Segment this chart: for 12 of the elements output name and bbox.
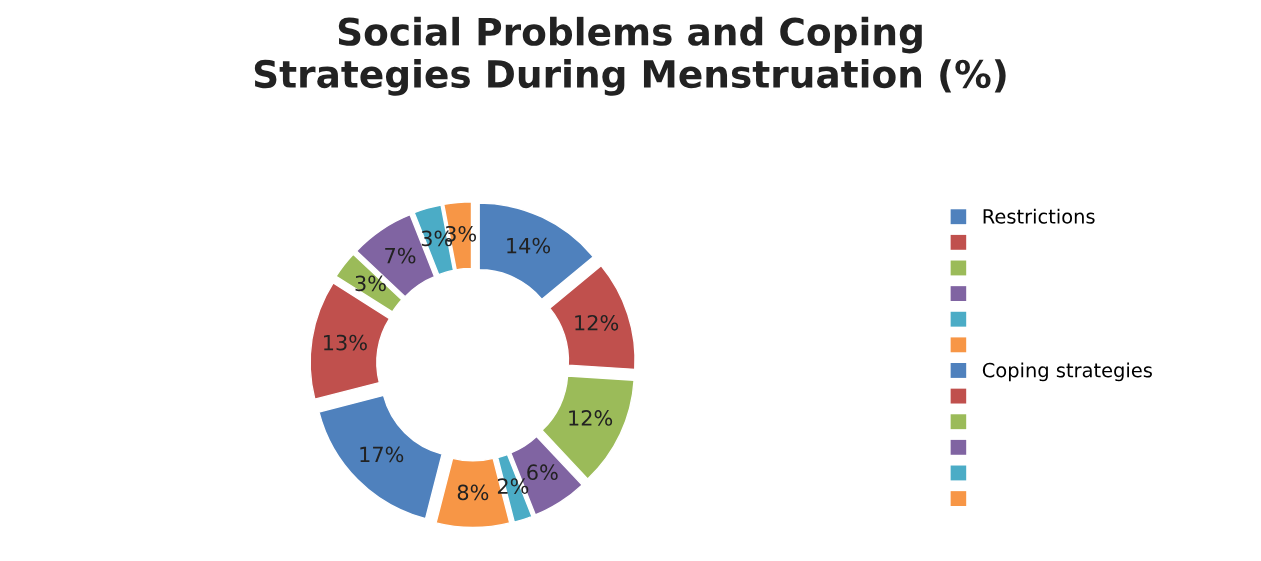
chart-title: Social Problems and Coping Strategies During Menstruation (%) xyxy=(254,16,1006,96)
data-label: 12% xyxy=(569,410,613,426)
data-label: 14% xyxy=(507,237,551,254)
data-label: 13% xyxy=(324,334,367,351)
data-label: 6% xyxy=(527,464,558,481)
data-label: 3% xyxy=(355,275,386,292)
legend-label: Restrictions xyxy=(983,208,1095,224)
data-label: 12% xyxy=(575,314,619,331)
data-label: 17% xyxy=(360,446,404,463)
data-label: 8% xyxy=(457,484,489,501)
legend-label: Coping strategies xyxy=(982,362,1152,382)
data-label: 7% xyxy=(385,247,416,264)
